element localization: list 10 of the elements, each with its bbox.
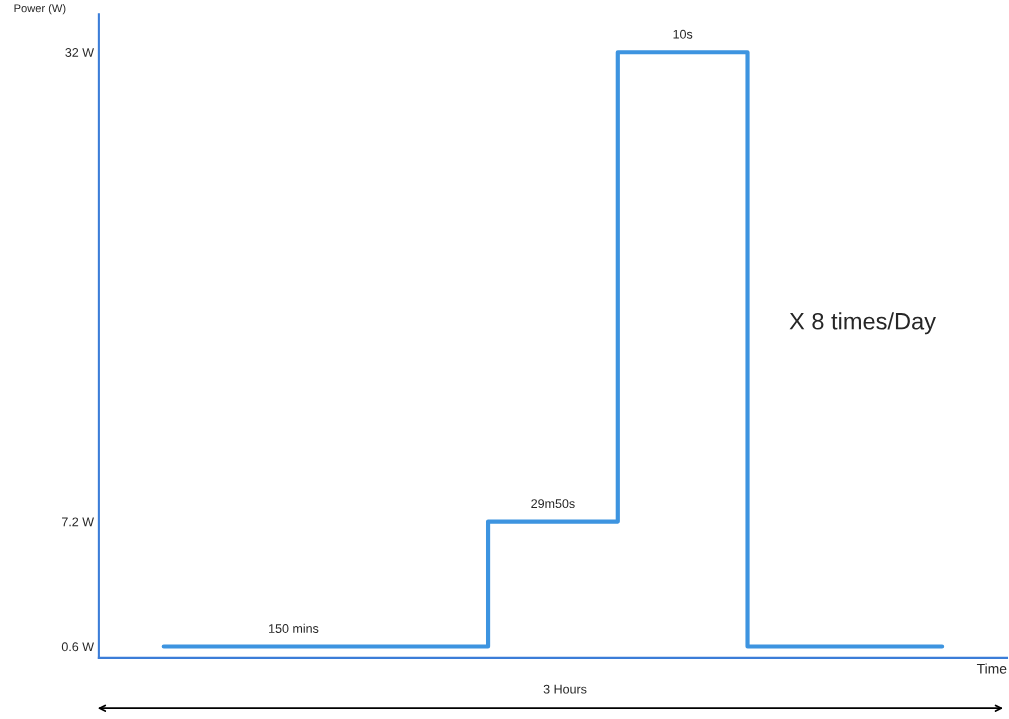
y-tick-label: 32 W [65,48,94,57]
y-tick-label: 0.6 W [61,642,94,652]
y-axis-title: Power (W) [14,4,66,15]
annotation: 150 mins [269,623,319,633]
y-tick-label: 7.2 W [62,517,94,527]
annotation: X 8 times/Day [789,312,936,335]
annotation: 10s [673,29,693,39]
text: 3 Hours [543,684,587,694]
annotation: 29m50s [531,499,575,509]
x-axis-title: Time [976,663,1007,674]
